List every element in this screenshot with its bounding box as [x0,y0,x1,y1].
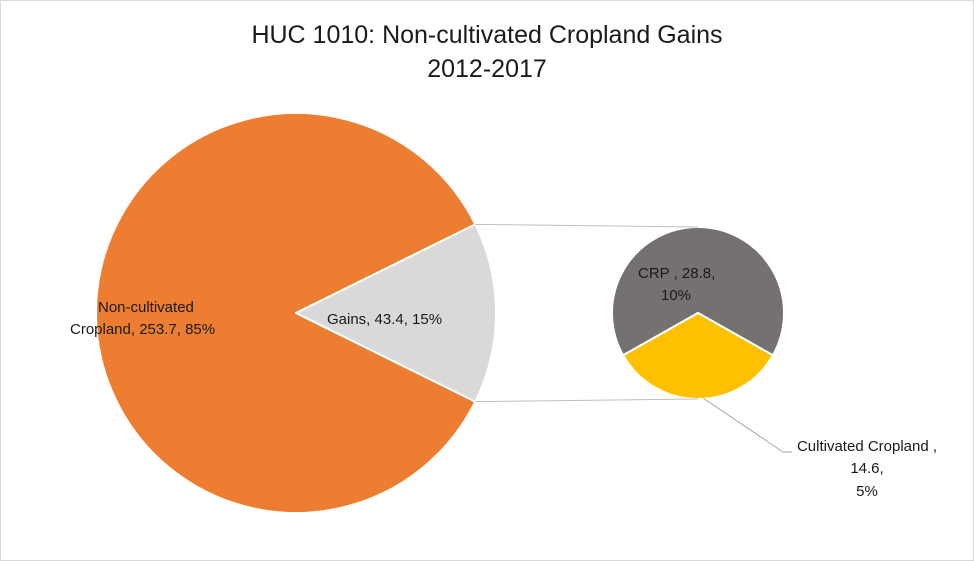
data-label-crp-line2: 10% [661,287,691,304]
data-label-cultivated-line2: 14.6, [850,460,883,477]
data-label-noncultivated-line2: Cropland, 253.7, 85% [70,321,215,338]
secondary-slice-crp [611,226,785,357]
data-label-noncultivated-line1: Non-cultivated [98,299,194,316]
data-label-crp-line1: CRP , 28.8, [638,265,715,282]
connector-line-bottom [475,398,699,403]
data-label-cultivated-line3: 5% [856,483,878,500]
data-label-gains: Gains, 43.4, 15% [327,311,442,328]
chart-subtitle: 2012-2017 [427,55,547,83]
chart-title-block: HUC 1010: Non-cultivated Cropland Gains … [0,18,974,86]
main-pie [95,112,498,514]
connector-lines [475,223,699,403]
secondary-pie [611,226,785,401]
chart-title: HUC 1010: Non-cultivated Cropland Gains [251,21,723,49]
main-slice-non-cultivated-cropland [95,112,477,514]
connector-line-top [475,223,699,228]
main-slice-gains [295,223,498,403]
callout-line-cultivated [702,397,784,453]
data-label-cultivated-line1: Cultivated Cropland , [797,438,937,455]
